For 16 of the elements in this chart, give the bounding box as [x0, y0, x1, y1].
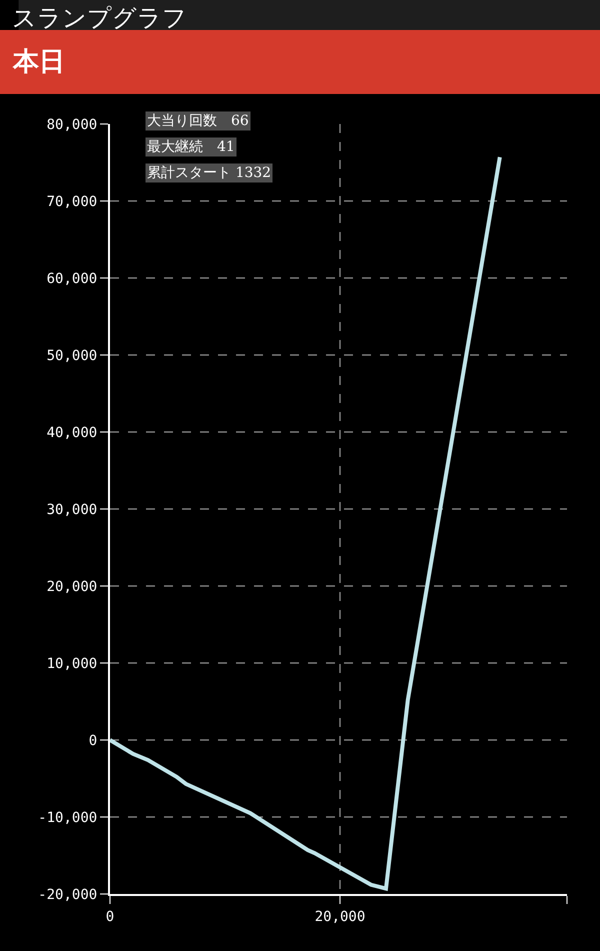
annotation: 累計スタート 1332: [147, 165, 272, 181]
y-tick-label: 40,000: [46, 424, 98, 441]
y-tick-label: 30,000: [46, 502, 98, 518]
y-tick-label: 10,000: [46, 656, 98, 672]
chart-title: スランプグラフ: [12, 4, 187, 32]
y-tick-label: 80,000: [46, 116, 98, 133]
y-tick-label: 0: [88, 732, 98, 749]
chart-subtitle: 本日: [12, 47, 65, 77]
annotation: 大当り回数 66: [147, 113, 249, 129]
y-tick-label: -10,000: [38, 810, 98, 826]
y-tick-label: 60,000: [46, 270, 98, 287]
y-tick-label: 20,000: [46, 578, 98, 595]
y-tick-label: 50,000: [46, 348, 98, 364]
y-tick-label: 70,000: [46, 194, 98, 210]
y-tick-label: -20,000: [38, 886, 98, 903]
annotation: 最大継続 41: [147, 139, 235, 155]
